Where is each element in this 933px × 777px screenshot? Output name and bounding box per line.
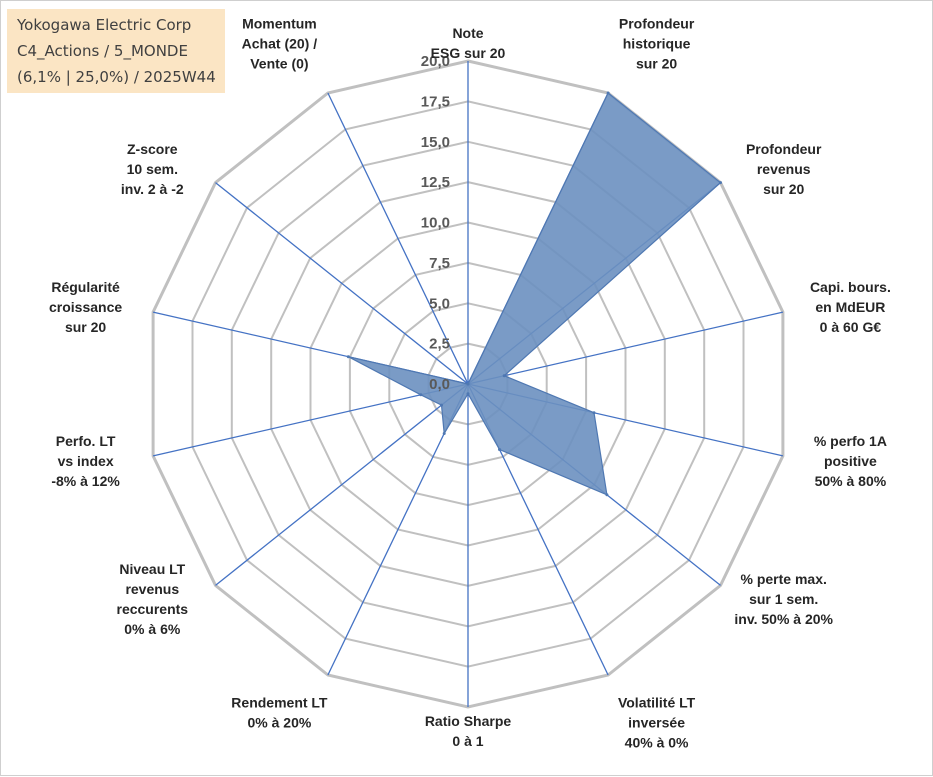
radial-tick-label: 20,0 xyxy=(421,53,450,70)
axis-label-line: revenus xyxy=(757,161,811,177)
company-name: Yokogawa Electric Corp xyxy=(17,16,192,34)
axis-label-line: revenus xyxy=(125,581,179,597)
data-point xyxy=(440,403,443,407)
axis-label-line: 0% à 6% xyxy=(124,621,181,637)
axis-label-line: sur 20 xyxy=(65,319,106,335)
axis-label: Volatilité LT inversée 40% à 0% xyxy=(618,695,696,751)
axis-spoke xyxy=(327,92,469,385)
axis-label-line: Momentum xyxy=(242,15,317,31)
axis-label-line: 0% à 20% xyxy=(247,715,311,731)
axis-label: Perfo. LT vs index -8% à 12% xyxy=(51,433,120,489)
radial-tick-label: 15,0 xyxy=(421,134,450,151)
axis-label-line: en MdEUR xyxy=(815,299,885,315)
tick-labels-layer: 0,0 2,5 5,0 7,5 10,0 12,5 15,0 17,5 20,0 xyxy=(421,53,450,393)
radial-tick-label: 17,5 xyxy=(421,93,450,110)
radial-tick-label: 5,0 xyxy=(429,295,450,312)
radial-tick-label: 2,5 xyxy=(429,336,450,353)
data-point xyxy=(605,493,609,497)
axis-label-line: croissance xyxy=(49,299,122,315)
axis-label-line: Note xyxy=(452,25,483,41)
axis-label-line: vs index xyxy=(58,453,114,469)
axis-label-line: reccurents xyxy=(117,601,189,617)
axis-label-line: historique xyxy=(623,35,691,51)
axis-label-line: Rendement LT xyxy=(231,695,328,711)
axis-label-line: sur 1 sem. xyxy=(749,591,818,607)
radial-tick-label: 0,0 xyxy=(429,376,450,393)
axis-label-line: 50% à 80% xyxy=(815,473,887,489)
axis-label-line: 10 sem. xyxy=(127,161,178,177)
axis-label-line: sur 20 xyxy=(763,181,804,197)
axis-label-line: 0 à 60 G€ xyxy=(820,319,882,335)
data-point xyxy=(466,392,470,396)
axis-labels-layer: Note ESG sur 20 Profondeur historique sur 20… xyxy=(49,15,891,750)
axis-label-line: Capi. bours. xyxy=(810,279,891,295)
data-point xyxy=(606,91,610,95)
data-point xyxy=(498,448,501,451)
axis-label: Profondeur revenus sur 20 xyxy=(746,141,822,197)
data-layer xyxy=(346,91,722,497)
axis-label-line: -8% à 12% xyxy=(51,473,120,489)
axis-label: % perfo 1A positive 50% à 80% xyxy=(814,433,887,489)
axis-label-line: Ratio Sharpe xyxy=(425,713,512,729)
radial-tick-label: 10,0 xyxy=(421,215,450,232)
data-point xyxy=(419,393,423,397)
axis-label-line: Z-score xyxy=(127,141,178,157)
axis-label-line: ESG sur 20 xyxy=(431,45,506,61)
axis-label-line: inv. 2 à -2 xyxy=(121,181,184,197)
axis-label: Niveau LT revenus reccurents 0% à 6% xyxy=(117,561,189,637)
radial-tick-label: 12,5 xyxy=(421,174,450,191)
axis-label: Régularité croissance sur 20 xyxy=(49,279,122,335)
axis-label: % perte max. sur 1 sem. inv. 50% à 20% xyxy=(734,571,833,627)
axis-label-line: Vente (0) xyxy=(250,55,308,71)
axis-label-line: Perfo. LT xyxy=(56,433,116,449)
data-point xyxy=(592,411,596,415)
axis-label-line: Régularité xyxy=(51,279,120,295)
axis-label-line: 40% à 0% xyxy=(625,735,689,751)
axis-label: Ratio Sharpe 0 à 1 xyxy=(425,713,512,749)
axis-label-line: inversée xyxy=(628,715,685,731)
axis-label-line: Volatilité LT xyxy=(618,695,696,711)
axis-label-line: Profondeur xyxy=(746,141,822,157)
chart-header-box: Yokogawa Electric Corp C4_Actions / 5_MO… xyxy=(7,9,225,93)
portfolio-name: C4_Actions / 5_MONDE xyxy=(17,42,188,60)
data-point xyxy=(466,382,470,386)
portfolio-stats: (6,1% | 25,0%) / 2025W44 xyxy=(17,68,216,86)
axis-spoke xyxy=(152,383,469,457)
axis-label: Profondeur historique sur 20 xyxy=(619,15,695,71)
axis-label-line: % perte max. xyxy=(741,571,827,587)
data-point xyxy=(719,181,722,185)
axis-label-line: sur 20 xyxy=(636,55,677,71)
axis-spoke xyxy=(467,311,784,385)
data-point xyxy=(346,355,350,359)
axis-label: Note ESG sur 20 xyxy=(431,25,506,61)
axis-spoke xyxy=(215,383,469,586)
axis-label: Z-score 10 sem. inv. 2 à -2 xyxy=(121,141,184,197)
axis-label: Momentum Achat (20) / Vente (0) xyxy=(242,15,318,71)
axis-label: Capi. bours. en MdEUR 0 à 60 G€ xyxy=(810,279,891,335)
axis-label-line: % perfo 1A xyxy=(814,433,887,449)
data-point xyxy=(502,374,506,378)
axis-label-line: Profondeur xyxy=(619,15,695,31)
axis-label-line: positive xyxy=(824,453,877,469)
axis-label-line: inv. 50% à 20% xyxy=(734,611,833,627)
axis-label-line: Niveau LT xyxy=(119,561,185,577)
axis-label-line: 0 à 1 xyxy=(452,733,483,749)
radial-tick-label: 7,5 xyxy=(429,255,450,272)
axis-label: Rendement LT 0% à 20% xyxy=(231,695,328,731)
data-point xyxy=(442,432,446,435)
axis-label-line: Achat (20) / xyxy=(242,35,318,51)
axis-spoke xyxy=(215,182,469,385)
